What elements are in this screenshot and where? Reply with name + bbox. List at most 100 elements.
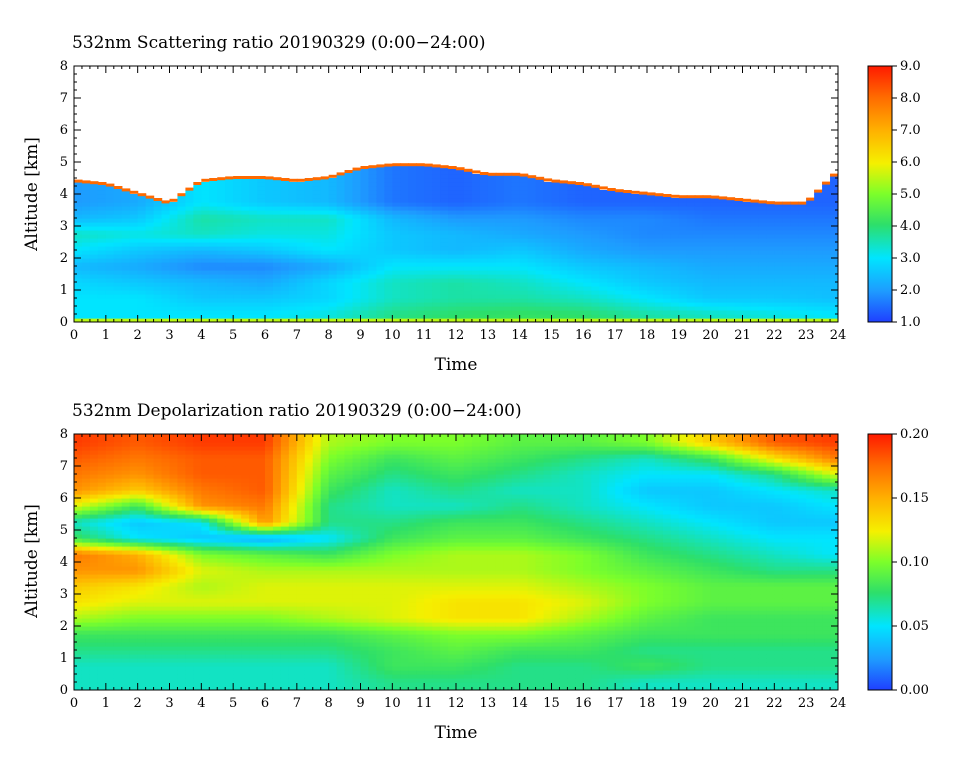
heatmap-cell (559, 222, 569, 227)
heatmap-cell (121, 270, 131, 275)
heatmap-cell (392, 210, 401, 215)
heatmap-cell (74, 534, 83, 539)
heatmap-cell (448, 266, 457, 271)
heatmap-cell (790, 226, 799, 231)
heatmap-cell (193, 502, 202, 507)
heatmap-cell (344, 302, 354, 307)
heatmap-cell (774, 306, 783, 311)
heatmap-cell (535, 206, 545, 211)
heatmap-cell (121, 434, 131, 439)
heatmap-cell (694, 286, 704, 291)
heatmap-cell (97, 238, 107, 243)
heatmap-cell (105, 634, 115, 639)
heatmap-cell (376, 178, 385, 183)
cloud-edge-cell (798, 201, 807, 205)
heatmap-cell (607, 190, 616, 195)
heatmap-cell (408, 266, 417, 271)
heatmap-cell (161, 506, 171, 511)
heatmap-cell (249, 210, 258, 215)
heatmap-cell (121, 222, 131, 227)
heatmap-cell (623, 290, 632, 295)
heatmap-cell (193, 598, 202, 603)
heatmap-cell (368, 258, 378, 263)
heatmap-cell (448, 314, 457, 319)
heatmap-cell (694, 214, 704, 219)
heatmap-cell (814, 266, 823, 271)
cloud-edge-cell (400, 163, 409, 167)
heatmap-cell (121, 478, 131, 483)
heatmap-cell (241, 318, 250, 322)
heatmap-cell (495, 218, 505, 223)
heatmap-cell (185, 262, 194, 267)
heatmap-cell (352, 246, 362, 251)
heatmap-cell (702, 262, 712, 267)
heatmap-cell (511, 226, 521, 231)
heatmap-cell (249, 286, 258, 291)
heatmap-cell (742, 218, 752, 223)
heatmap-cell (766, 234, 775, 239)
x-tick-label: 21 (734, 328, 751, 343)
heatmap-cell (105, 606, 115, 611)
heatmap-cell (113, 526, 123, 531)
heatmap-cell (344, 306, 354, 311)
heatmap-cell (782, 282, 791, 287)
cloud-edge-cell (583, 183, 592, 187)
heatmap-cell (599, 234, 608, 239)
heatmap-cell (432, 194, 441, 199)
heatmap-cell (74, 482, 83, 487)
heatmap-cell (678, 258, 688, 263)
heatmap-cell (368, 226, 378, 231)
heatmap-cell (81, 226, 91, 231)
heatmap-cell (336, 318, 346, 322)
heatmap-cell (81, 538, 91, 543)
heatmap-cell (392, 278, 401, 283)
heatmap-cell (113, 598, 123, 603)
heatmap-cell (782, 226, 791, 231)
heatmap-cell (89, 298, 99, 303)
heatmap-cell (734, 318, 744, 322)
heatmap-cell (710, 222, 720, 227)
heatmap-cell (495, 290, 505, 295)
heatmap-cell (448, 206, 457, 211)
heatmap-cell (137, 562, 147, 567)
heatmap-cell (129, 662, 139, 667)
heatmap-cell (177, 594, 187, 599)
heatmap-cell (209, 502, 218, 507)
heatmap-cell (89, 494, 99, 499)
heatmap-cell (185, 266, 194, 271)
heatmap-cell (217, 510, 226, 515)
heatmap-cell (169, 318, 179, 322)
heatmap-cell (320, 186, 330, 191)
heatmap-cell (440, 282, 449, 287)
cloud-edge-cell (296, 178, 306, 182)
heatmap-cell (352, 318, 362, 322)
heatmap-cell (670, 250, 680, 255)
heatmap-cell (89, 282, 99, 287)
heatmap-cell (129, 526, 139, 531)
heatmap-cell (137, 270, 147, 275)
heatmap-cell (678, 318, 688, 322)
heatmap-cell (583, 238, 592, 243)
heatmap-cell (304, 306, 314, 311)
heatmap-cell (519, 226, 529, 231)
heatmap-cell (607, 310, 616, 315)
heatmap-cell (416, 170, 425, 175)
heatmap-cell (408, 254, 417, 259)
heatmap-cell (599, 302, 608, 307)
heatmap-cell (591, 286, 600, 291)
heatmap-cell (392, 294, 401, 299)
heatmap-cell (551, 302, 561, 307)
heatmap-cell (113, 622, 123, 627)
heatmap-cell (710, 286, 720, 291)
heatmap-cell (320, 290, 330, 295)
heatmap-cell (121, 314, 131, 319)
heatmap-cell (177, 678, 187, 683)
heatmap-cell (304, 222, 314, 227)
heatmap-cell (161, 278, 171, 283)
heatmap-cell (686, 314, 696, 319)
heatmap-cell (448, 310, 457, 315)
heatmap-cell (591, 222, 600, 227)
heatmap-cell (209, 486, 218, 491)
heatmap-cell (201, 442, 210, 447)
heatmap-cell (814, 246, 823, 251)
